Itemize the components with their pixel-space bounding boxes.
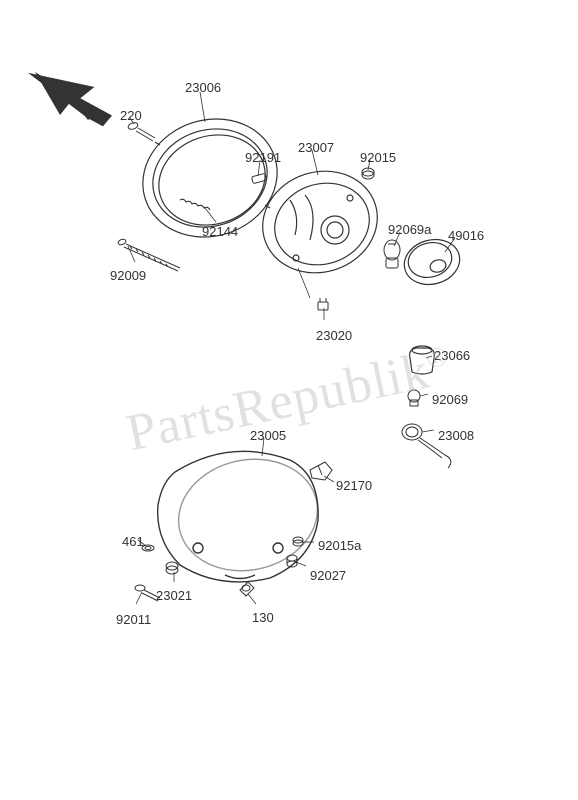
label-23020: 23020 (316, 328, 352, 343)
label-23007: 23007 (298, 140, 334, 155)
label-23008: 23008 (438, 428, 474, 443)
part-bolt-130 (240, 582, 254, 596)
label-92015: 92015 (360, 150, 396, 165)
label-23066: 23066 (434, 348, 470, 363)
label-23021: 23021 (156, 588, 192, 603)
part-clip-23020 (318, 298, 328, 310)
label-49016: 49016 (448, 228, 484, 243)
label-92009: 92009 (110, 268, 146, 283)
label-92170: 92170 (336, 478, 372, 493)
label-92015a: 92015a (318, 538, 361, 553)
label-92069: 92069 (432, 392, 468, 407)
label-92144: 92144 (202, 224, 238, 239)
label-23005: 23005 (250, 428, 286, 443)
part-washer-461 (142, 545, 154, 551)
leader-lines (128, 92, 455, 604)
part-bracket-92170 (310, 462, 332, 480)
label-461: 461 (122, 534, 144, 549)
part-screw-92009 (117, 238, 180, 271)
label-130: 130 (252, 610, 274, 625)
label-92069a: 92069a (388, 222, 431, 237)
part-nut-23021 (166, 562, 178, 574)
part-bulb-92069a (384, 240, 400, 268)
direction-arrow (28, 66, 113, 133)
part-housing-23005 (158, 447, 328, 584)
label-92191: 92191 (245, 150, 281, 165)
parts-diagram-canvas (0, 0, 578, 800)
label-220: 220 (120, 108, 142, 123)
label-92027: 92027 (310, 568, 346, 583)
part-bulb-92069 (408, 390, 420, 406)
part-cap-23066 (410, 346, 435, 374)
label-92011: 92011 (116, 612, 151, 627)
part-nut-92015a (293, 537, 303, 546)
part-screw-220 (127, 121, 155, 141)
label-23006: 23006 (185, 80, 221, 95)
